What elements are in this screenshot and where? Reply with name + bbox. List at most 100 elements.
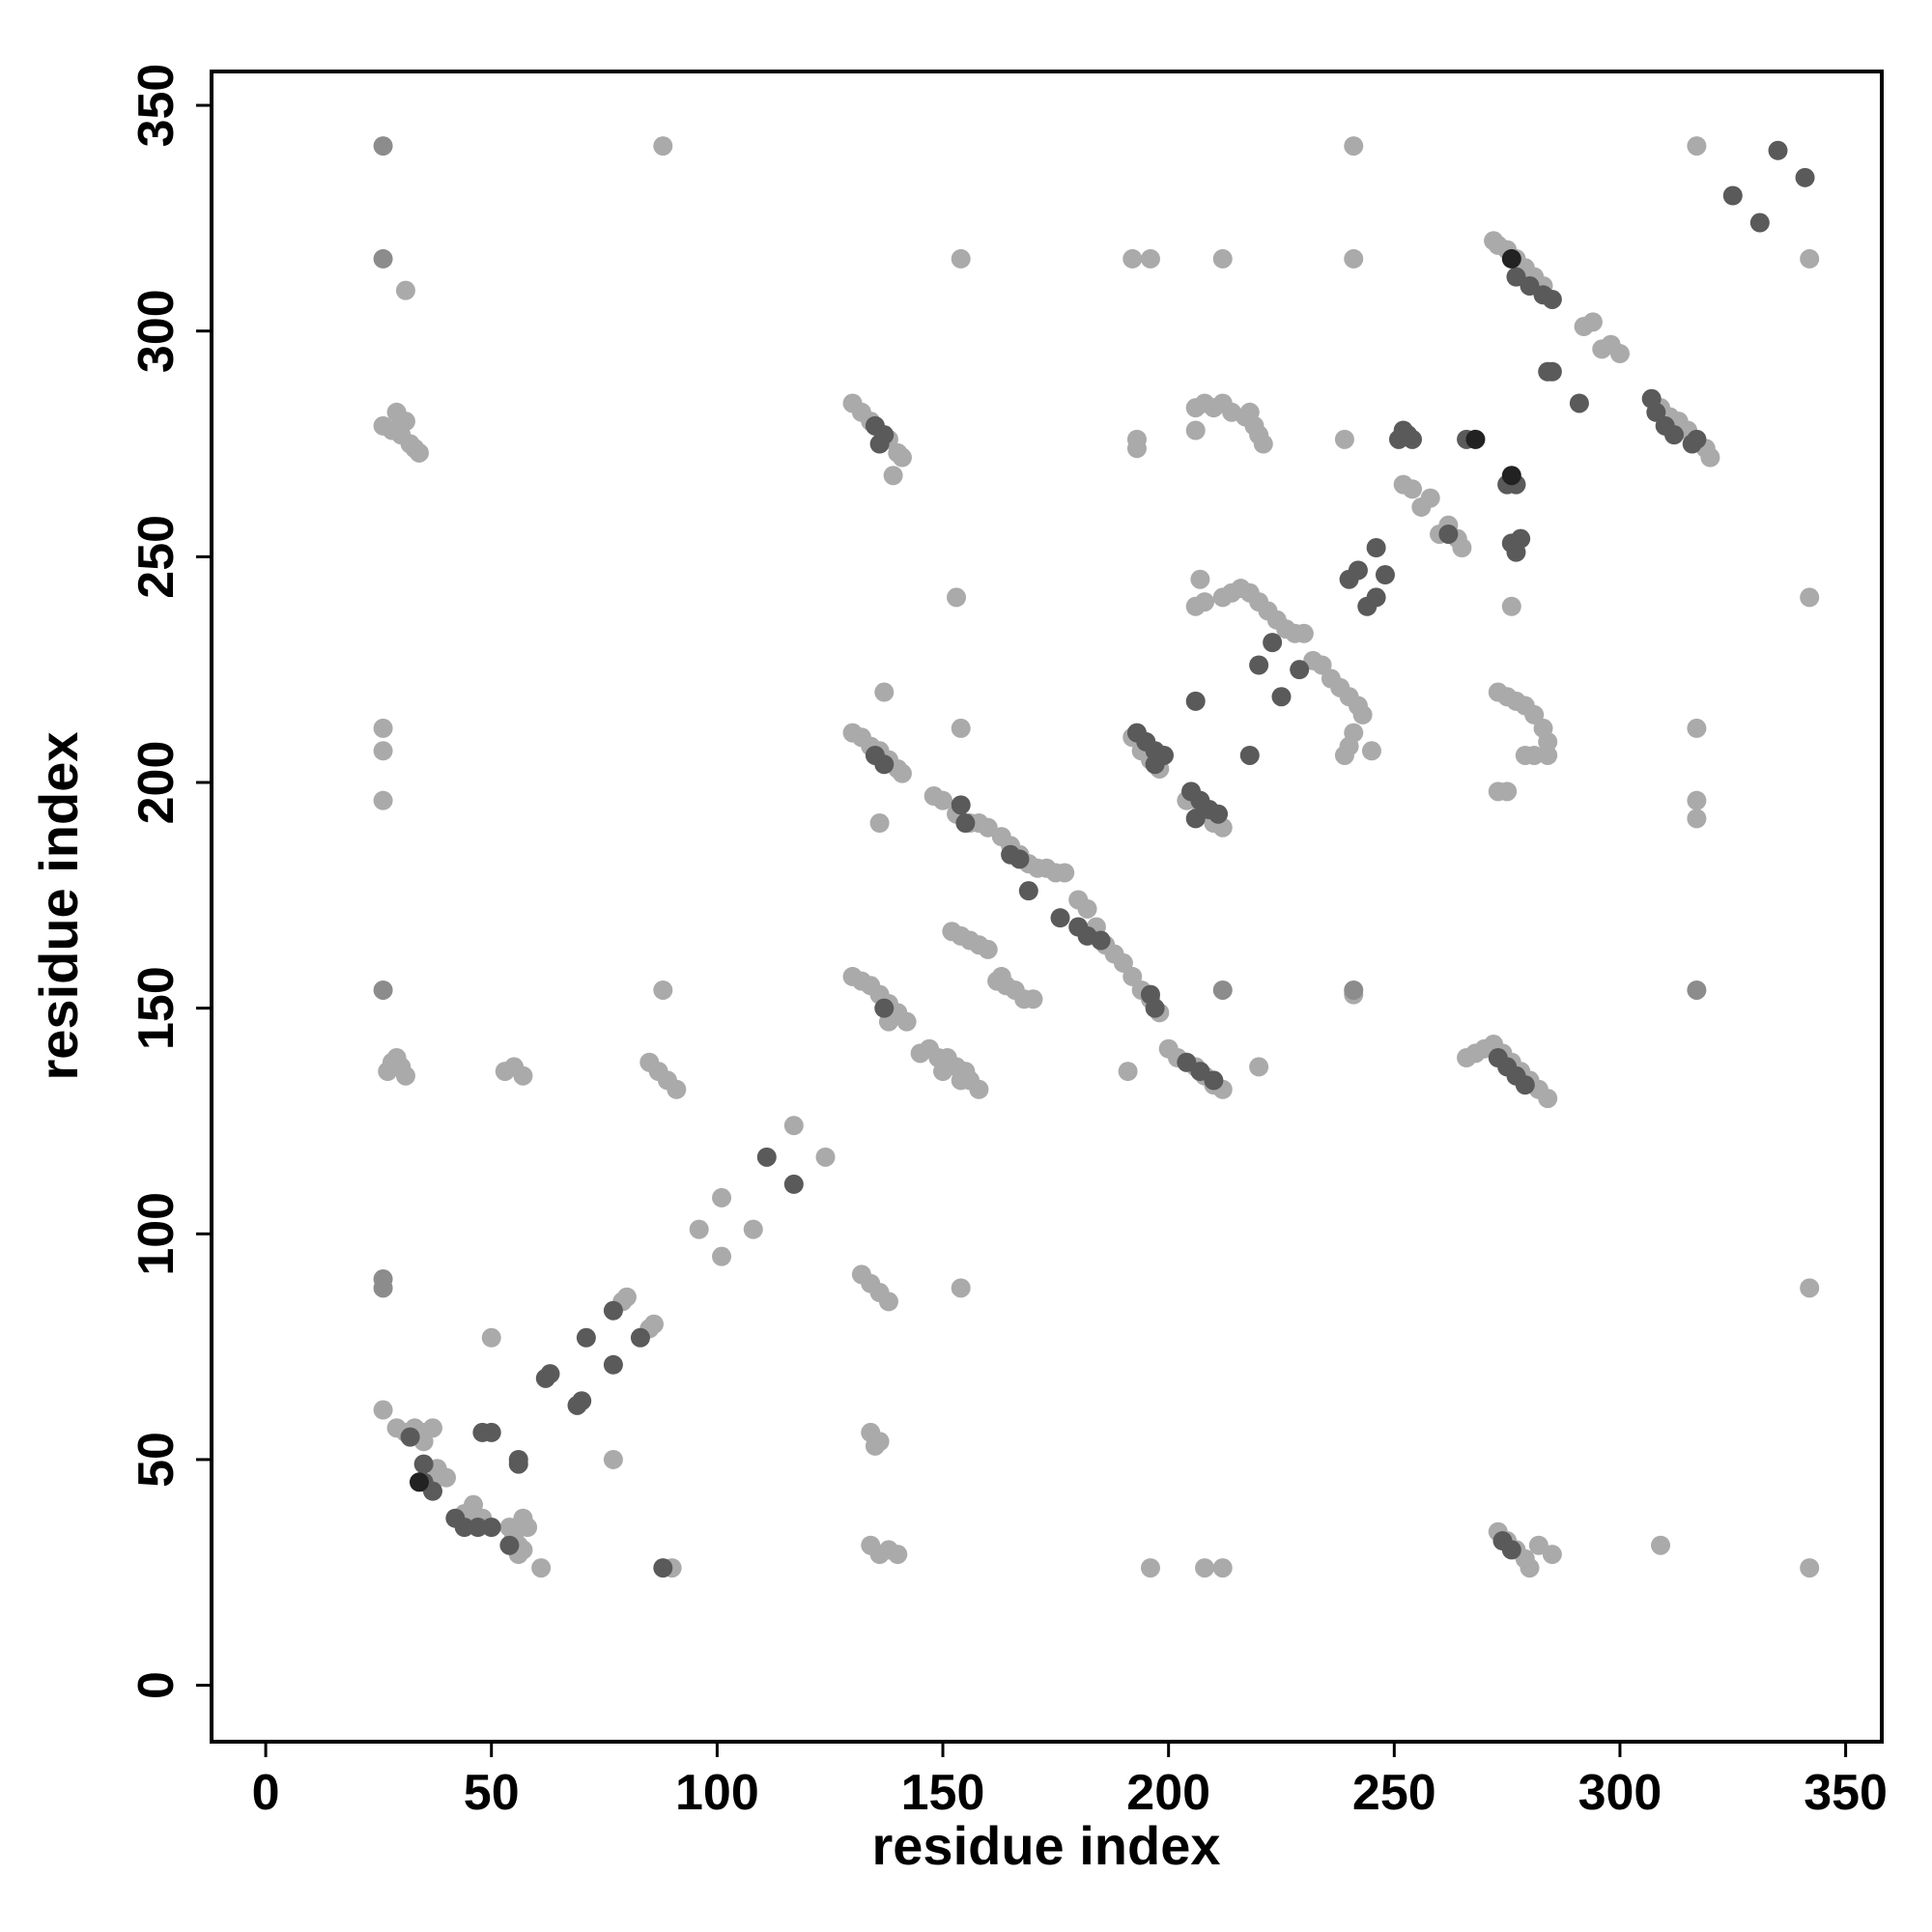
point xyxy=(1293,623,1314,643)
point xyxy=(468,1518,488,1538)
point xyxy=(1055,863,1075,883)
point xyxy=(1569,393,1589,413)
point xyxy=(1185,691,1206,711)
point xyxy=(783,1116,804,1136)
point xyxy=(1334,429,1354,449)
point xyxy=(572,1391,592,1411)
point xyxy=(395,1065,415,1086)
point xyxy=(1249,655,1269,675)
point xyxy=(756,1147,777,1167)
point xyxy=(1249,1057,1269,1077)
point xyxy=(373,1278,393,1298)
point xyxy=(1190,569,1210,589)
point xyxy=(1403,429,1423,449)
point xyxy=(878,1292,898,1312)
point xyxy=(1664,425,1685,445)
point xyxy=(689,1219,709,1239)
point xyxy=(1312,655,1332,675)
point xyxy=(951,718,971,738)
point xyxy=(951,1278,971,1298)
point xyxy=(454,1518,474,1538)
point xyxy=(969,1079,989,1099)
point xyxy=(667,1079,687,1099)
y-tick-label: 350 xyxy=(128,64,185,148)
point xyxy=(1195,1558,1215,1578)
point xyxy=(1263,633,1283,653)
point xyxy=(951,248,971,269)
point xyxy=(1800,1558,1820,1578)
point xyxy=(373,136,393,156)
point xyxy=(1344,248,1364,269)
point xyxy=(1361,741,1381,761)
point xyxy=(422,1418,442,1438)
point xyxy=(531,1558,552,1578)
point xyxy=(1542,289,1562,309)
point xyxy=(413,1454,434,1474)
point xyxy=(653,136,673,156)
y-tick-label: 100 xyxy=(128,1192,185,1276)
point xyxy=(1687,980,1707,1000)
point xyxy=(1800,587,1820,608)
point xyxy=(1749,213,1770,233)
point xyxy=(1122,966,1143,986)
point xyxy=(1511,528,1531,549)
point xyxy=(955,813,976,834)
point xyxy=(783,1174,804,1194)
point xyxy=(616,1287,637,1307)
point xyxy=(815,1147,836,1167)
y-tick-label: 200 xyxy=(128,741,185,825)
y-tick-label: 0 xyxy=(128,1671,185,1699)
point xyxy=(1501,1540,1521,1560)
point xyxy=(1768,140,1788,160)
point xyxy=(395,412,415,432)
point xyxy=(1023,989,1043,1009)
point xyxy=(518,1518,538,1538)
x-tick-label: 150 xyxy=(901,1765,985,1821)
point xyxy=(1239,745,1260,765)
point xyxy=(743,1219,763,1239)
point xyxy=(1438,524,1459,544)
point xyxy=(1145,754,1165,775)
point xyxy=(1524,704,1545,724)
point xyxy=(513,1065,533,1086)
point xyxy=(933,790,953,810)
point xyxy=(1501,596,1521,616)
point xyxy=(874,682,895,702)
point xyxy=(1506,267,1526,287)
x-tick-label: 0 xyxy=(252,1765,280,1821)
y-tick-label: 300 xyxy=(128,289,185,373)
point xyxy=(373,718,393,738)
point xyxy=(481,1422,501,1442)
point xyxy=(373,248,393,269)
point xyxy=(1185,809,1206,829)
point xyxy=(1538,731,1558,752)
point xyxy=(1501,466,1521,486)
point xyxy=(1501,248,1521,269)
point xyxy=(1646,402,1666,422)
point xyxy=(1140,1558,1160,1578)
point xyxy=(933,1062,953,1082)
point xyxy=(1118,1062,1138,1082)
point xyxy=(481,1518,501,1538)
point xyxy=(1375,565,1395,585)
point xyxy=(1334,745,1354,765)
point xyxy=(630,1327,650,1348)
point xyxy=(1091,930,1111,951)
point xyxy=(1700,447,1720,468)
point xyxy=(373,790,393,810)
point xyxy=(603,1449,623,1469)
point xyxy=(883,466,903,486)
point xyxy=(481,1327,501,1348)
x-tick-label: 350 xyxy=(1804,1765,1888,1821)
point xyxy=(892,447,912,468)
point xyxy=(1795,167,1815,187)
point xyxy=(1515,1075,1535,1095)
point xyxy=(892,763,912,783)
point xyxy=(1344,980,1364,1000)
y-tick-label: 50 xyxy=(128,1432,185,1488)
point xyxy=(1687,718,1707,738)
point xyxy=(1050,908,1070,928)
point xyxy=(869,434,890,454)
